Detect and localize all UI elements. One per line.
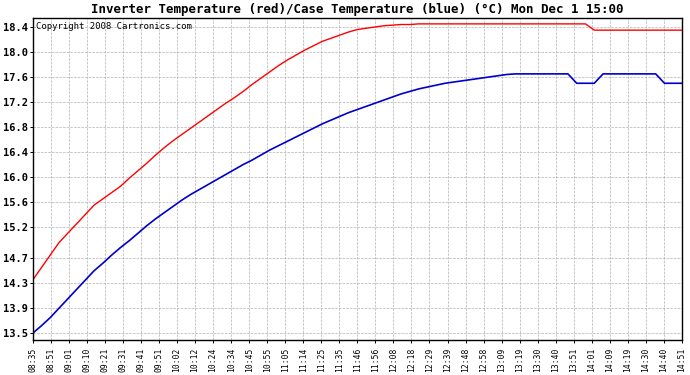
Text: Copyright 2008 Cartronics.com: Copyright 2008 Cartronics.com [36,22,192,32]
Title: Inverter Temperature (red)/Case Temperature (blue) (°C) Mon Dec 1 15:00: Inverter Temperature (red)/Case Temperat… [91,3,624,16]
